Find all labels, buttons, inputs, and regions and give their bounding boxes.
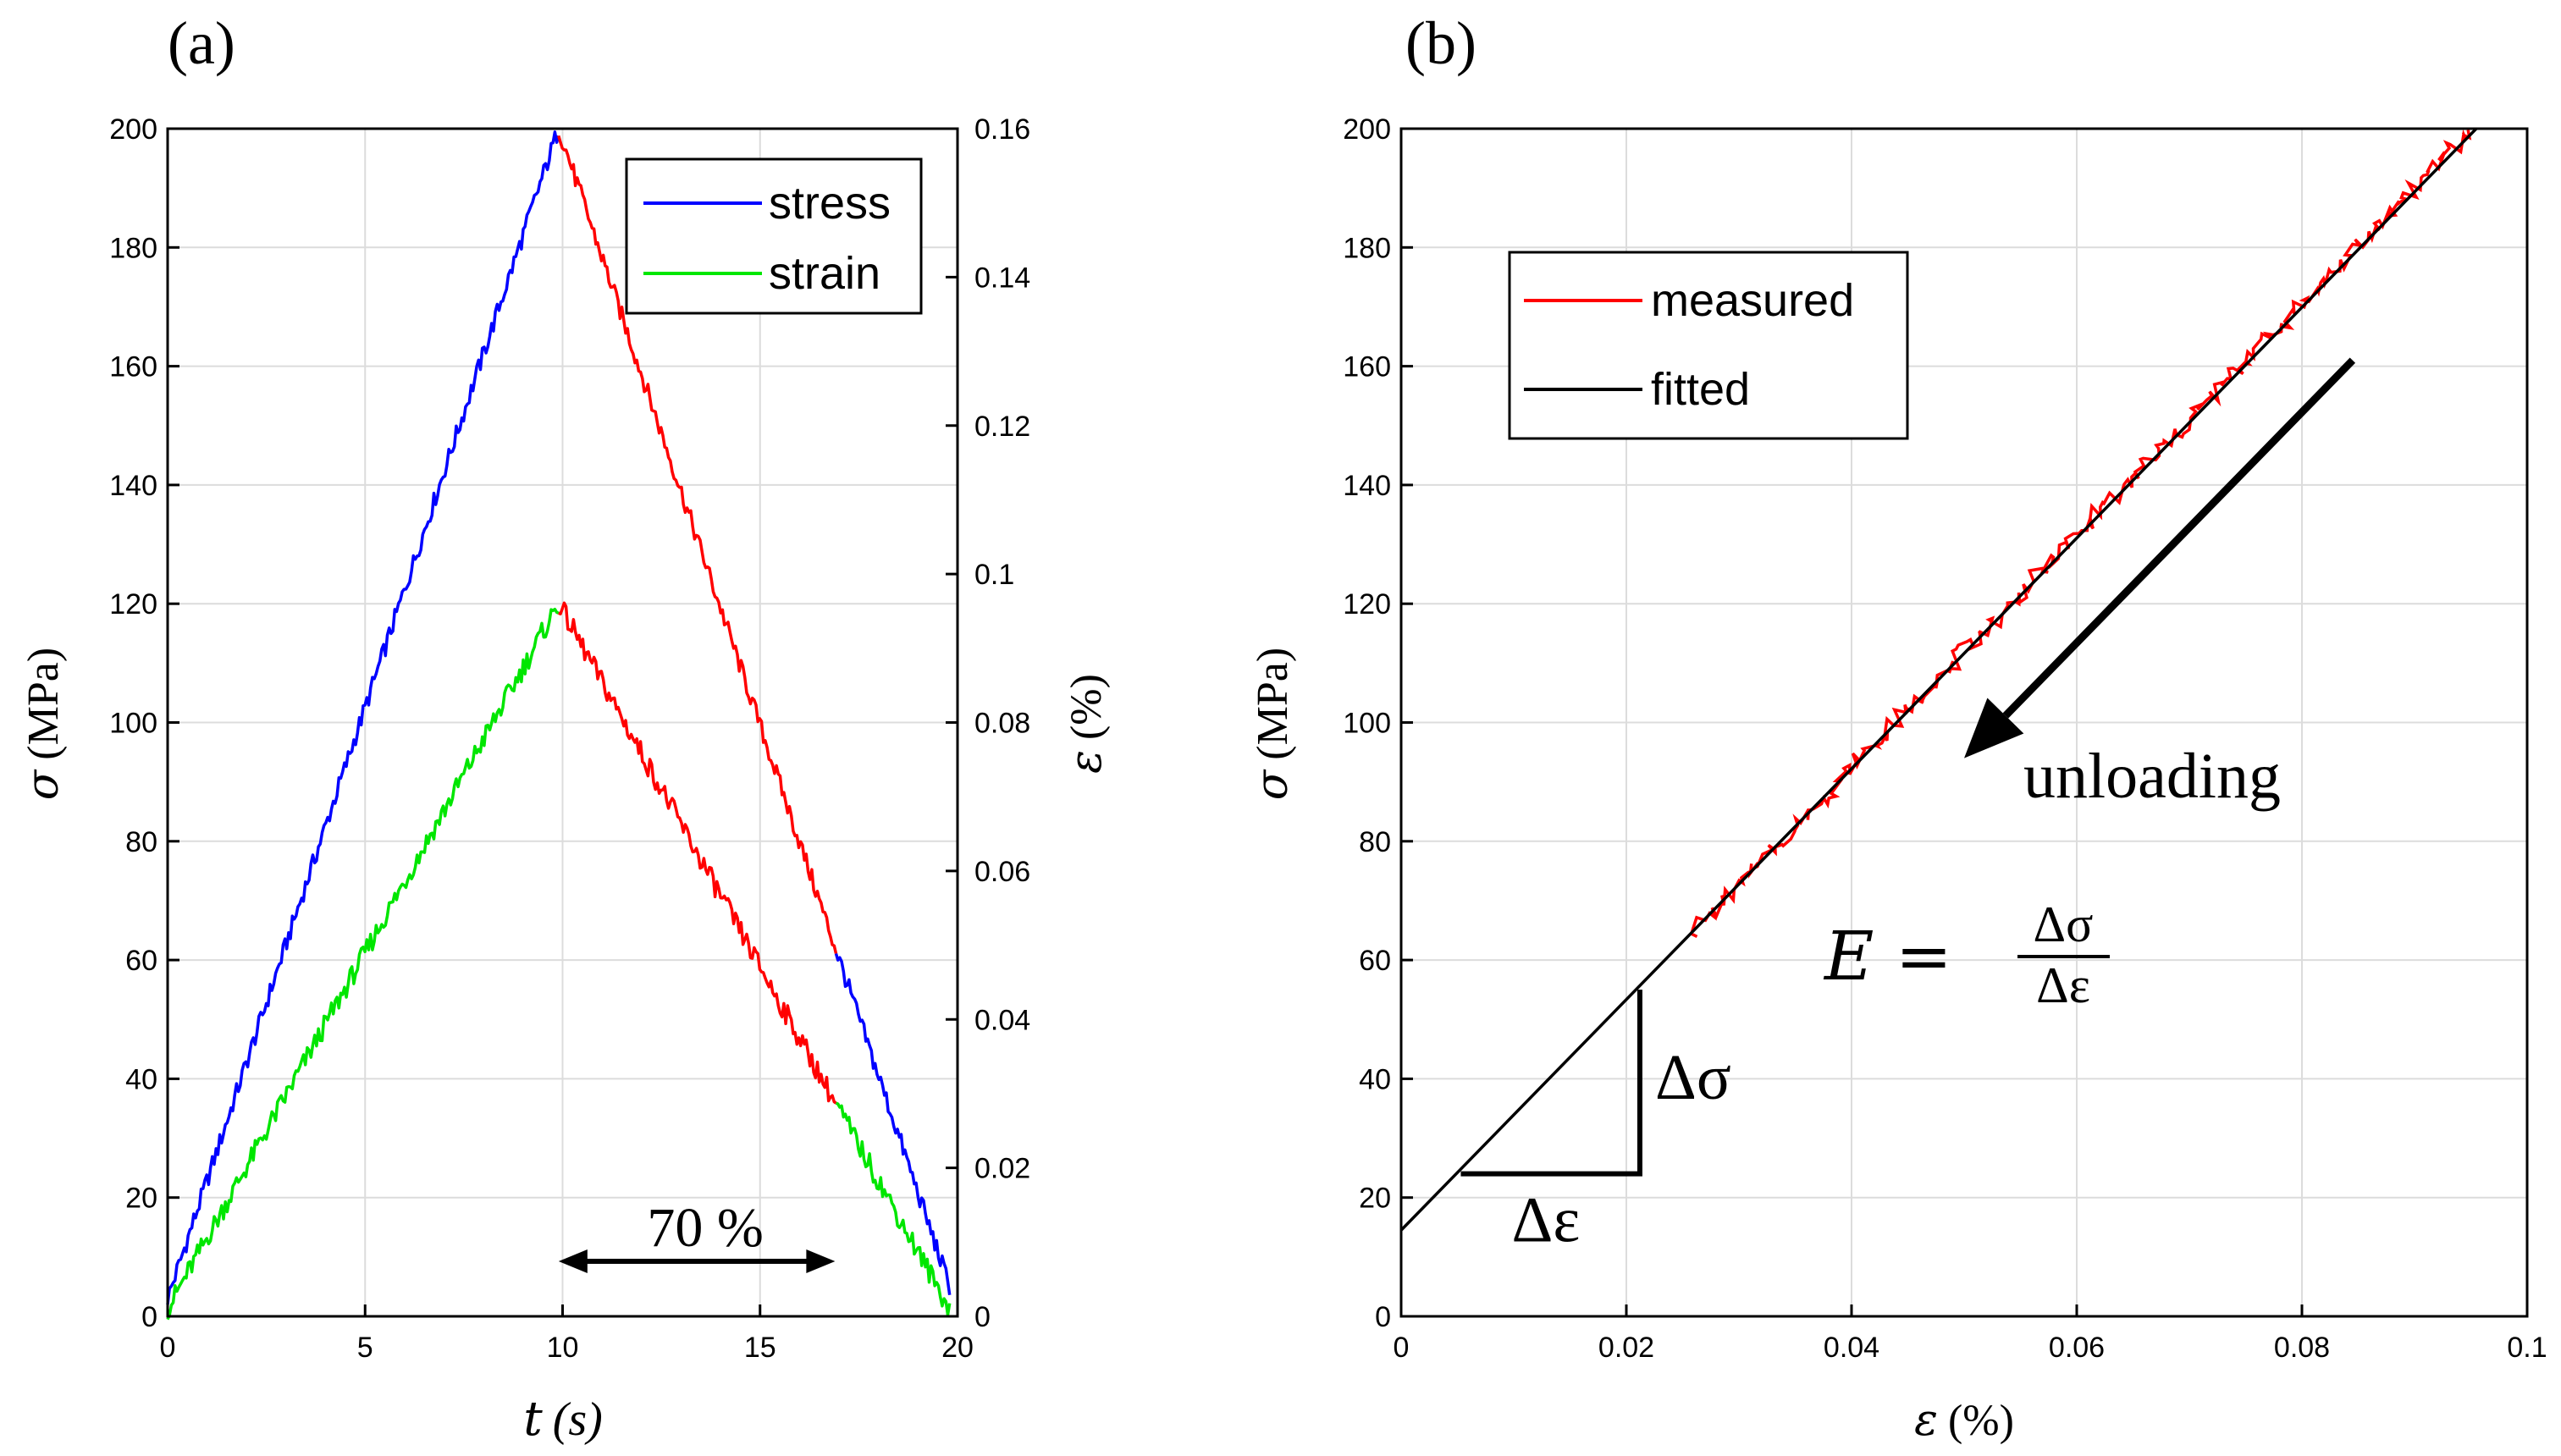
panel-b-unloading-arrow: unloading bbox=[1964, 357, 2356, 812]
panel-b-y-tick-label: 60 bbox=[1359, 945, 1391, 977]
panel-b-plot-lines bbox=[1401, 129, 2479, 1232]
panel-b-y-tick-label: 0 bbox=[1375, 1301, 1391, 1333]
panel-a-ticks: 0 5 10 15 2002040608010012014016018020000.02… bbox=[109, 113, 1030, 1364]
panel-a-y-tick-label: 80 bbox=[125, 826, 157, 858]
legend-label-measured: measured bbox=[1651, 275, 1854, 326]
panel-b-y-tick-label: 20 bbox=[1359, 1183, 1391, 1215]
panel-b-x-tick-label: 0.08 bbox=[2274, 1332, 2330, 1364]
delta-sigma-label: Δσ bbox=[1655, 1042, 1731, 1113]
series-strain-line bbox=[558, 601, 837, 1105]
panel-b-label: (b) bbox=[1405, 9, 1476, 77]
panel-a-label: (a) bbox=[168, 9, 235, 77]
formula-numerator: Δσ bbox=[2034, 896, 2094, 952]
series-stress-line bbox=[166, 130, 560, 1305]
panel-a-x-tick-label: 20 bbox=[941, 1332, 974, 1364]
panel-b: 0 0.02 0.04 0.06 0.08 0.1 0 20 40 60 80 100 120 140 16… bbox=[1247, 9, 2547, 1446]
panel-b-x-tick-label: 0 bbox=[1394, 1332, 1410, 1364]
panel-a-y2-tick-label: 0.02 bbox=[974, 1153, 1030, 1185]
legend-label-stress: stress bbox=[769, 178, 891, 229]
panel-a-y-tick-label: 60 bbox=[125, 945, 157, 977]
panel-b-y-tick-label: 200 bbox=[1343, 113, 1391, 146]
panel-a-x-tick-label: 5 bbox=[357, 1332, 373, 1364]
panel-a-y2-tick-label: 0.06 bbox=[974, 856, 1030, 888]
panel-b-legend: measured fitted bbox=[1508, 251, 1909, 440]
panel-a-xlabel: t (s) bbox=[523, 1392, 603, 1447]
series-strain-line bbox=[166, 607, 560, 1321]
panel-b-slope-triangle: Δε Δσ bbox=[1460, 990, 1731, 1256]
panel-b-modulus-formula: E = Δσ Δε bbox=[1823, 896, 2110, 1013]
series-stress-line bbox=[834, 953, 952, 1295]
panel-a: 0 5 10 15 2002040608010012014016018020000.02… bbox=[18, 9, 1112, 1447]
unloading-arrow-shaft bbox=[2002, 357, 2356, 719]
formula-denominator: Δε bbox=[2036, 957, 2090, 1013]
panel-b-x-tick-label: 0.04 bbox=[1824, 1332, 1879, 1364]
panel-a-y-tick-label: 100 bbox=[109, 708, 157, 740]
delta-epsilon-label: Δε bbox=[1511, 1185, 1580, 1256]
panel-a-y2-tick-label: 0.12 bbox=[974, 411, 1030, 443]
panel-b-ylabel: σ(MPa) bbox=[1247, 648, 1298, 800]
panel-a-ylabel: σ(MPa) bbox=[18, 648, 69, 800]
panel-b-x-tick-label: 0.02 bbox=[1598, 1332, 1654, 1364]
panel-b-y-tick-label: 100 bbox=[1343, 708, 1391, 740]
panel-a-y2-tick-label: 0.16 bbox=[974, 113, 1030, 146]
panel-b-y-tick-label: 180 bbox=[1343, 232, 1391, 264]
unloading-label: unloading bbox=[2023, 741, 2281, 812]
panel-a-y-tick-label: 120 bbox=[109, 588, 157, 620]
panel-a-legend: stress strain bbox=[625, 157, 923, 315]
panel-a-y2-tick-label: 0.1 bbox=[974, 559, 1014, 591]
panel-b-y-tick-label: 80 bbox=[1359, 826, 1391, 858]
panel-b-x-tick-label: 0.06 bbox=[2049, 1332, 2105, 1364]
legend-label-fitted: fitted bbox=[1651, 364, 1750, 415]
series-strain-line bbox=[835, 1101, 952, 1316]
panel-a-y-tick-label: 140 bbox=[109, 470, 157, 502]
panel-a-y2label: ε(%) bbox=[1061, 674, 1112, 774]
panel-a-y-tick-label: 160 bbox=[109, 351, 157, 383]
panel-a-y-tick-label: 180 bbox=[109, 232, 157, 264]
panel-b-legend-box bbox=[1508, 251, 1909, 440]
panel-a-x-tick-label: 0 bbox=[160, 1332, 176, 1364]
panel-a-y-tick-label: 40 bbox=[125, 1063, 157, 1095]
panel-b-y-tick-label: 140 bbox=[1343, 470, 1391, 502]
panel-a-y2-tick-label: 0.08 bbox=[974, 708, 1030, 740]
panel-b-y-tick-label: 120 bbox=[1343, 588, 1391, 620]
panel-a-plot-lines bbox=[166, 130, 952, 1321]
panel-a-y-tick-label: 0 bbox=[141, 1301, 157, 1333]
formula-lhs: E = bbox=[1823, 917, 1952, 995]
panel-a-y2-tick-label: 0.14 bbox=[974, 262, 1030, 294]
panel-a-legend-box bbox=[625, 157, 923, 315]
panel-b-y-tick-label: 40 bbox=[1359, 1063, 1391, 1095]
annotation-arrowhead-left bbox=[558, 1249, 588, 1273]
panel-b-xlabel: ε (%) bbox=[1914, 1395, 2014, 1446]
panel-b-x-tick-label: 0.1 bbox=[2507, 1332, 2547, 1364]
panel-a-y-tick-label: 20 bbox=[125, 1183, 157, 1215]
series-stress-line bbox=[557, 135, 838, 954]
panel-a-y2-tick-label: 0 bbox=[974, 1301, 991, 1333]
panel-b-ticks: 0 0.02 0.04 0.06 0.08 0.1 0 20 40 60 80 100 120 140 16… bbox=[1343, 113, 2547, 1364]
unloading-arrow-head bbox=[1964, 698, 2024, 758]
panel-a-70-percent-annotation: 70 % bbox=[558, 1197, 836, 1273]
panel-a-y-tick-label: 200 bbox=[109, 113, 157, 146]
panel-b-y-tick-label: 160 bbox=[1343, 351, 1391, 383]
annotation-arrowhead-right bbox=[806, 1249, 836, 1273]
series-fitted-line bbox=[1401, 129, 2479, 1232]
slope-triangle-lines bbox=[1460, 990, 1642, 1177]
legend-label-strain: strain bbox=[769, 248, 880, 299]
panel-a-x-tick-label: 10 bbox=[547, 1332, 579, 1364]
panel-a-y2-tick-label: 0.04 bbox=[974, 1004, 1030, 1036]
panel-a-x-tick-label: 15 bbox=[744, 1332, 776, 1364]
annotation-70-percent-label: 70 % bbox=[647, 1197, 763, 1259]
